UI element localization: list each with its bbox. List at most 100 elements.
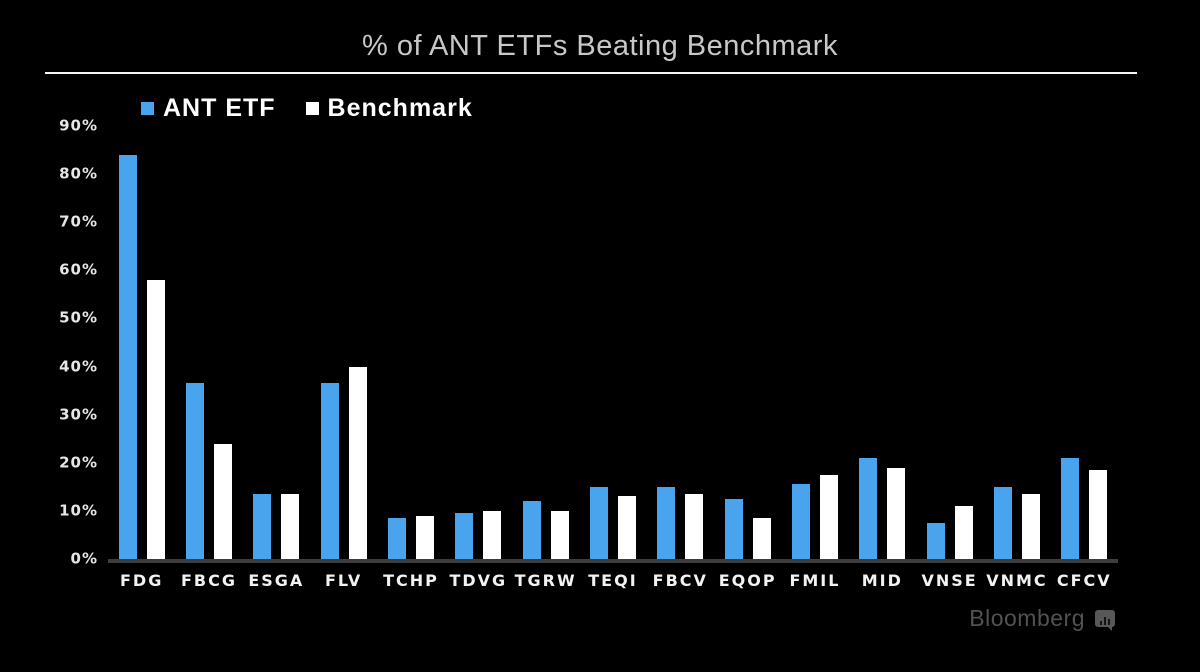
bar-group-tdvg: TDVG — [449, 126, 505, 590]
bar-pair-fbcv — [657, 126, 704, 559]
legend-item-ant-etf: ANT ETF — [141, 94, 276, 123]
bar-pair-mid — [859, 126, 906, 559]
bar-group-mid: MID — [859, 126, 906, 590]
bar-ant-etf-fdg — [118, 154, 137, 559]
bar-benchmark-vnmc — [1021, 494, 1040, 559]
bar-pair-tgrw — [522, 126, 569, 559]
bar-ant-etf-tdvg — [455, 513, 474, 559]
y-tick-label-70pct: 70% — [59, 212, 98, 231]
y-tick-label-0pct: 0% — [70, 549, 98, 568]
bar-ant-etf-fmil — [791, 484, 810, 559]
bar-ant-etf-teqi — [589, 486, 608, 559]
bar-pair-fmil — [791, 126, 838, 559]
y-tick-label-40pct: 40% — [59, 357, 98, 376]
bar-pair-cfcv — [1061, 126, 1108, 559]
legend-label-ant-etf: ANT ETF — [163, 94, 276, 122]
bar-group-vnse: VNSE — [921, 126, 976, 590]
bar-ant-etf-cfcv — [1061, 457, 1080, 559]
bar-ant-etf-esga — [253, 494, 272, 559]
bar-group-fbcv: FBCV — [653, 126, 706, 590]
x-axis-line — [108, 559, 1118, 563]
x-tick-label-fmil: FMIL — [789, 571, 841, 590]
bar-group-tgrw: TGRW — [515, 126, 575, 590]
bar-pair-tchp — [387, 126, 434, 559]
x-tick-label-tgrw: TGRW — [514, 571, 577, 590]
bar-ant-etf-flv — [320, 383, 339, 559]
x-tick-label-vnmc: VNMC — [986, 571, 1048, 590]
bar-benchmark-tdvg — [483, 510, 502, 559]
bar-ant-etf-tgrw — [522, 501, 541, 559]
bar-pair-eqop — [724, 126, 771, 559]
x-tick-label-eqop: EQOP — [718, 571, 777, 590]
x-tick-label-mid: MID — [861, 571, 903, 590]
bar-benchmark-fbcg — [213, 443, 232, 559]
x-tick-label-teqi: TEQI — [588, 571, 638, 590]
bar-benchmark-tgrw — [550, 510, 569, 559]
y-tick-label-60pct: 60% — [59, 260, 98, 279]
chart-groups: FDG FBCG ESGA FLV TCHP TDVG TGRW TEQI FBCV EQOP FM… — [108, 126, 1118, 590]
bar-group-fbcg: FBCG — [181, 126, 235, 590]
bar-pair-vnse — [926, 126, 973, 559]
y-axis-ticks: 0% 10% 20% 30% 40% 50% 60% 70% 80% 90% — [30, 118, 98, 566]
legend-swatch-benchmark-icon — [305, 102, 319, 115]
brand: Bloomberg — [969, 605, 1115, 632]
bar-pair-tdvg — [455, 126, 502, 559]
bar-pair-teqi — [589, 126, 636, 559]
bar-benchmark-fdg — [146, 279, 165, 559]
x-tick-label-flv: FLV — [324, 571, 363, 590]
y-tick-label-30pct: 30% — [59, 405, 98, 424]
title-underline — [45, 72, 1137, 74]
bar-benchmark-teqi — [617, 496, 636, 559]
y-tick-label-80pct: 80% — [59, 164, 98, 183]
legend: ANT ETF Benchmark — [141, 94, 473, 123]
bar-group-tchp: TCHP — [383, 126, 437, 590]
bar-ant-etf-tchp — [387, 518, 406, 559]
bar-benchmark-esga — [281, 494, 300, 559]
x-tick-label-tdvg: TDVG — [449, 571, 508, 590]
y-tick-label-50pct: 50% — [59, 308, 98, 327]
x-tick-label-vnse: VNSE — [921, 571, 978, 590]
bar-benchmark-fbcv — [685, 494, 704, 559]
bar-pair-esga — [253, 126, 300, 559]
y-tick-label-20pct: 20% — [59, 453, 98, 472]
bar-benchmark-cfcv — [1089, 470, 1108, 559]
x-tick-label-fbcg: FBCG — [180, 571, 237, 590]
bar-group-cfcv: CFCV — [1057, 126, 1110, 590]
x-tick-label-esga: ESGA — [248, 571, 305, 590]
bar-benchmark-vnse — [954, 506, 973, 559]
bar-ant-etf-mid — [859, 457, 878, 559]
x-tick-label-fdg: FDG — [119, 571, 164, 590]
legend-swatch-ant-etf-icon — [141, 102, 154, 115]
bloomberg-terminal-icon — [1095, 610, 1115, 631]
bar-group-esga: ESGA — [248, 126, 302, 590]
bar-benchmark-eqop — [752, 518, 771, 559]
bar-ant-etf-vnse — [926, 522, 945, 559]
bar-group-teqi: TEQI — [588, 126, 636, 590]
bar-pair-flv — [320, 126, 367, 559]
y-tick-label-90pct: 90% — [59, 116, 98, 135]
y-tick-label-10pct: 10% — [59, 501, 98, 520]
bar-ant-etf-fbcv — [657, 486, 676, 559]
bar-benchmark-tchp — [415, 515, 434, 559]
bar-ant-etf-eqop — [724, 498, 743, 559]
bar-pair-fbcg — [185, 126, 232, 559]
bar-pair-fdg — [118, 126, 165, 559]
legend-item-benchmark: Benchmark — [305, 94, 473, 123]
bar-group-eqop: EQOP — [719, 126, 775, 590]
chart-title: % of ANT ETFs Beating Benchmark — [362, 30, 838, 62]
brand-wordmark: Bloomberg — [969, 605, 1085, 631]
x-tick-label-tchp: TCHP — [383, 571, 439, 590]
bar-group-fmil: FMIL — [789, 126, 838, 590]
bar-ant-etf-vnmc — [993, 486, 1012, 559]
bar-benchmark-fmil — [819, 474, 838, 559]
legend-label-benchmark: Benchmark — [327, 94, 473, 122]
bar-group-fdg: FDG — [118, 126, 165, 590]
bar-group-flv: FLV — [320, 126, 367, 590]
bar-pair-vnmc — [993, 126, 1040, 559]
bar-benchmark-mid — [887, 467, 906, 559]
x-tick-label-fbcv: FBCV — [652, 571, 708, 590]
x-tick-label-cfcv: CFCV — [1056, 571, 1112, 590]
bar-ant-etf-fbcg — [185, 383, 204, 559]
bar-benchmark-flv — [348, 366, 367, 559]
